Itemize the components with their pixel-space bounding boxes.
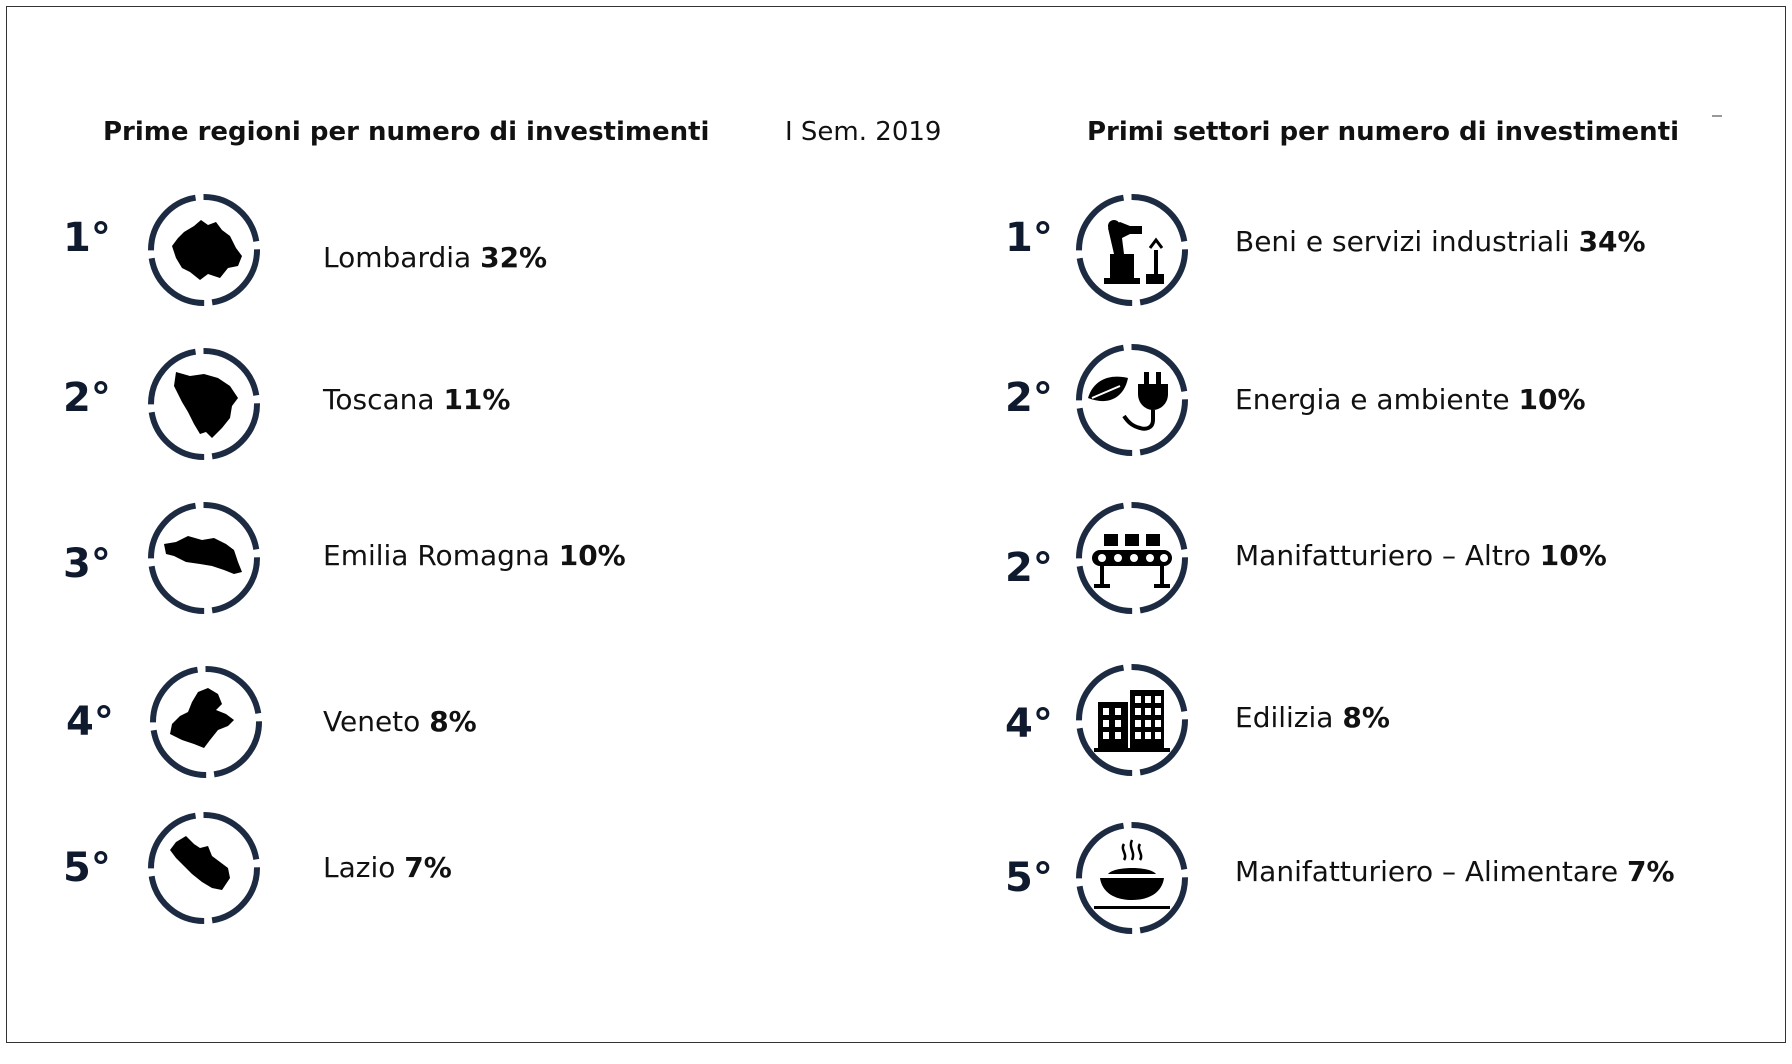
- rank: 1°: [63, 215, 111, 261]
- veneto-map-icon: [150, 666, 262, 778]
- region-label-emilia-romagna: Emilia Romagna 10%: [323, 539, 626, 572]
- sector-label-energy: Energia e ambiente 10%: [1235, 383, 1586, 416]
- period-label: I Sem. 2019: [785, 117, 942, 147]
- rank: 5°: [63, 845, 111, 891]
- region-label-lazio: Lazio 7%: [323, 851, 452, 884]
- rank: 4°: [1005, 701, 1053, 747]
- region-label-veneto: Veneto 8%: [323, 705, 477, 738]
- emilia-romagna-map-icon: [148, 502, 260, 614]
- rank: 5°: [1005, 855, 1053, 901]
- lombardia-map-icon: [148, 194, 260, 306]
- region-label-lombardia: Lombardia 32%: [323, 241, 548, 274]
- food-bowl-icon: [1076, 822, 1188, 934]
- sector-label-industrial: Beni e servizi industriali 34%: [1235, 225, 1646, 258]
- frame: [6, 6, 1786, 1043]
- lazio-map-icon: [148, 812, 260, 924]
- conveyor-belt-icon: [1076, 502, 1188, 614]
- region-label-toscana: Toscana 11%: [323, 383, 511, 416]
- sectors-title: Primi settori per numero di investimenti: [1087, 117, 1680, 147]
- sector-label-manufacturing-other: Manifatturiero – Altro 10%: [1235, 539, 1607, 572]
- corner-mark: [1712, 115, 1722, 117]
- leaf-plug-icon: [1076, 344, 1188, 456]
- sector-label-manufacturing-food: Manifatturiero – Alimentare 7%: [1235, 855, 1675, 888]
- toscana-map-icon: [148, 348, 260, 460]
- buildings-icon: [1076, 664, 1188, 776]
- rank: 3°: [63, 541, 111, 587]
- rank: 2°: [63, 375, 111, 421]
- rank: 1°: [1005, 215, 1053, 261]
- rank: 4°: [66, 699, 114, 745]
- sector-label-construction: Edilizia 8%: [1235, 701, 1390, 734]
- regions-title: Prime regioni per numero di investimenti: [103, 117, 710, 147]
- rank: 2°: [1005, 375, 1053, 421]
- industrial-robot-icon: [1076, 194, 1188, 306]
- rank: 2°: [1005, 545, 1053, 591]
